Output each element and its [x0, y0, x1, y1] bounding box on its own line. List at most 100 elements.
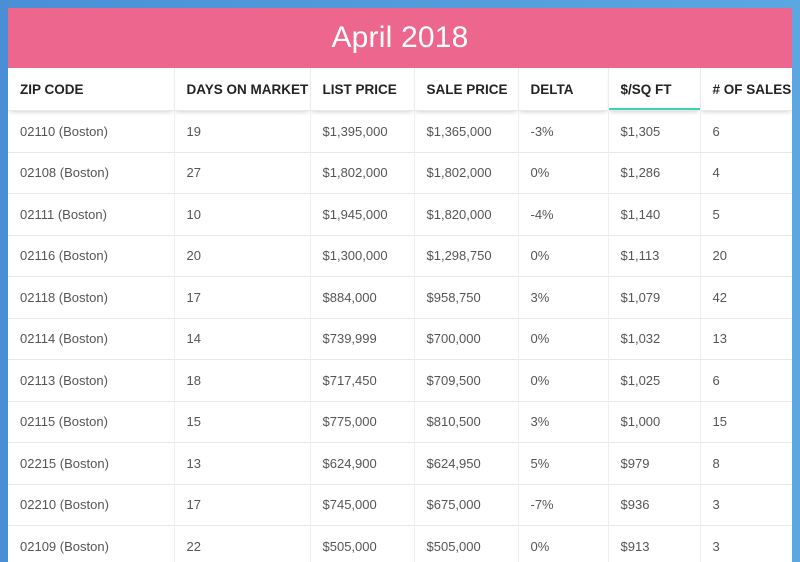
- delta-cell: -3%: [518, 110, 609, 152]
- number-of-sales-cell: 3: [700, 525, 792, 562]
- days-on-market-cell: 18: [174, 359, 311, 401]
- zip-code-cell: 02111 (Boston): [8, 193, 175, 235]
- price-per-sqft-cell: $913: [608, 525, 701, 562]
- table-header-row: ZIP CODE DAYS ON MARKET LIST PRICE SALE …: [8, 68, 792, 111]
- delta-cell: -4%: [518, 193, 609, 235]
- table-row: 02118 (Boston) 17 $884,000 $958,750 3% $1,079…: [8, 276, 792, 318]
- list-price-cell: $739,999: [310, 317, 415, 360]
- sale-price-cell: $1,802,000: [414, 151, 519, 194]
- delta-cell: 0%: [518, 151, 609, 194]
- days-on-market-cell: 22: [174, 525, 311, 562]
- table-row: 02108 (Boston) 27 $1,802,000 $1,802,000 0% $1…: [8, 151, 792, 194]
- table-row: 02109 (Boston) 22 $505,000 $505,000 0% $913 3: [8, 525, 792, 562]
- zip-code-cell: 02108 (Boston): [8, 151, 175, 194]
- sales-table: ZIP CODE DAYS ON MARKET LIST PRICE SALE …: [8, 68, 792, 562]
- zip-code-cell: 02109 (Boston): [8, 525, 175, 562]
- number-of-sales-cell: 5: [700, 193, 792, 235]
- list-price-cell: $1,802,000: [310, 151, 415, 194]
- number-of-sales-cell: 8: [700, 442, 792, 484]
- sale-price-cell: $958,750: [414, 276, 519, 318]
- days-on-market-cell: 17: [174, 483, 311, 526]
- price-per-sqft-cell: $1,305: [608, 110, 701, 152]
- sale-price-cell: $1,820,000: [414, 193, 519, 235]
- price-per-sqft-cell: $1,000: [608, 400, 701, 443]
- zip-code-cell: 02118 (Boston): [8, 276, 175, 318]
- table-row: 02210 (Boston) 17 $745,000 $675,000 -7% $936 3: [8, 483, 792, 526]
- delta-cell: 0%: [518, 525, 609, 562]
- table-row: 02215 (Boston) 13 $624,900 $624,950 5% $979 8: [8, 442, 792, 484]
- days-on-market-cell: 17: [174, 276, 311, 318]
- sale-price-cell: $675,000: [414, 483, 519, 526]
- column-header-zip-code[interactable]: ZIP CODE: [8, 68, 175, 111]
- zip-code-cell: 02110 (Boston): [8, 110, 175, 152]
- column-header-days-on-market[interactable]: DAYS ON MARKET: [174, 68, 311, 111]
- zip-code-cell: 02113 (Boston): [8, 359, 175, 401]
- delta-cell: 3%: [518, 276, 609, 318]
- zip-code-cell: 02116 (Boston): [8, 234, 175, 277]
- number-of-sales-cell: 15: [700, 400, 792, 443]
- sale-price-cell: $505,000: [414, 525, 519, 562]
- price-per-sqft-cell: $1,032: [608, 317, 701, 360]
- zip-code-cell: 02114 (Boston): [8, 317, 175, 360]
- number-of-sales-cell: 6: [700, 110, 792, 152]
- sale-price-cell: $1,298,750: [414, 234, 519, 277]
- delta-cell: -7%: [518, 483, 609, 526]
- price-per-sqft-cell: $1,286: [608, 151, 701, 194]
- price-per-sqft-cell: $1,025: [608, 359, 701, 401]
- delta-cell: 0%: [518, 317, 609, 360]
- table-title: April 2018: [8, 8, 792, 68]
- days-on-market-cell: 14: [174, 317, 311, 360]
- days-on-market-cell: 19: [174, 110, 311, 152]
- list-price-cell: $745,000: [310, 483, 415, 526]
- list-price-cell: $1,945,000: [310, 193, 415, 235]
- sale-price-cell: $624,950: [414, 442, 519, 484]
- number-of-sales-cell: 3: [700, 483, 792, 526]
- list-price-cell: $1,395,000: [310, 110, 415, 152]
- days-on-market-cell: 13: [174, 442, 311, 484]
- sale-price-cell: $1,365,000: [414, 110, 519, 152]
- table-row: 02110 (Boston) 19 $1,395,000 $1,365,000 -3% $…: [8, 110, 792, 152]
- number-of-sales-cell: 4: [700, 151, 792, 194]
- days-on-market-cell: 15: [174, 400, 311, 443]
- zip-code-cell: 02215 (Boston): [8, 442, 175, 484]
- column-header-price-per-sqft[interactable]: $/SQ FT: [608, 68, 701, 111]
- table-body: 02110 (Boston) 19 $1,395,000 $1,365,000 -3% $…: [8, 110, 792, 562]
- delta-cell: 3%: [518, 400, 609, 443]
- column-header-delta[interactable]: DELTA: [518, 68, 609, 111]
- table-row: 02113 (Boston) 18 $717,450 $709,500 0% $1,025…: [8, 359, 792, 401]
- table-row: 02116 (Boston) 20 $1,300,000 $1,298,750 0% $1…: [8, 234, 792, 277]
- days-on-market-cell: 20: [174, 234, 311, 277]
- price-per-sqft-cell: $936: [608, 483, 701, 526]
- list-price-cell: $1,300,000: [310, 234, 415, 277]
- table-row: 02114 (Boston) 14 $739,999 $700,000 0% $1,032…: [8, 317, 792, 360]
- delta-cell: 5%: [518, 442, 609, 484]
- table-row: 02115 (Boston) 15 $775,000 $810,500 3% $1,000…: [8, 400, 792, 443]
- table-row: 02111 (Boston) 10 $1,945,000 $1,820,000 -4% $…: [8, 193, 792, 235]
- sales-table-card: April 2018 ZIP CODE DAYS ON MARKET LIST …: [8, 8, 792, 562]
- zip-code-cell: 02210 (Boston): [8, 483, 175, 526]
- column-header-list-price[interactable]: LIST PRICE: [310, 68, 415, 111]
- column-header-number-of-sales[interactable]: # OF SALES: [700, 68, 792, 111]
- zip-code-cell: 02115 (Boston): [8, 400, 175, 443]
- list-price-cell: $505,000: [310, 525, 415, 562]
- column-header-sale-price[interactable]: SALE PRICE: [414, 68, 519, 111]
- sale-price-cell: $700,000: [414, 317, 519, 360]
- price-per-sqft-cell: $1,113: [608, 234, 701, 277]
- list-price-cell: $624,900: [310, 442, 415, 484]
- sale-price-cell: $709,500: [414, 359, 519, 401]
- number-of-sales-cell: 20: [700, 234, 792, 277]
- price-per-sqft-cell: $1,079: [608, 276, 701, 318]
- list-price-cell: $884,000: [310, 276, 415, 318]
- days-on-market-cell: 10: [174, 193, 311, 235]
- sale-price-cell: $810,500: [414, 400, 519, 443]
- price-per-sqft-cell: $1,140: [608, 193, 701, 235]
- price-per-sqft-cell: $979: [608, 442, 701, 484]
- delta-cell: 0%: [518, 234, 609, 277]
- delta-cell: 0%: [518, 359, 609, 401]
- number-of-sales-cell: 42: [700, 276, 792, 318]
- number-of-sales-cell: 6: [700, 359, 792, 401]
- number-of-sales-cell: 13: [700, 317, 792, 360]
- days-on-market-cell: 27: [174, 151, 311, 194]
- list-price-cell: $717,450: [310, 359, 415, 401]
- list-price-cell: $775,000: [310, 400, 415, 443]
